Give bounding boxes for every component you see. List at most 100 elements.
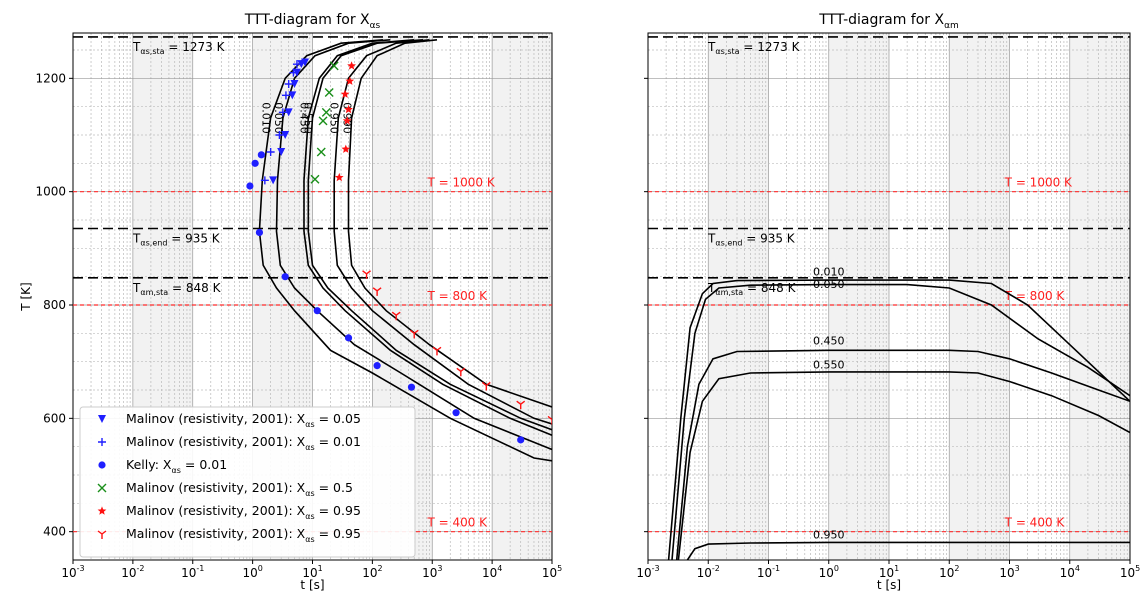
data-point: [275, 131, 284, 139]
data-point: [288, 91, 297, 100]
x-tick-label: 10-1: [181, 564, 204, 580]
legend-box: [79, 406, 416, 558]
data-point: [321, 107, 331, 117]
data-point: [255, 228, 264, 237]
x-tick-label: 102: [362, 564, 382, 580]
x-tick-label: 102: [939, 564, 959, 580]
x-axis-label: t [s]: [877, 578, 901, 592]
x-tick-base: 10: [302, 566, 317, 580]
data-point: [340, 89, 350, 98]
reference-label-sub: αs,end: [140, 239, 167, 248]
reference-label: T = 1000 K: [1004, 176, 1073, 190]
reference-label-sub: αm,sta: [140, 288, 168, 297]
x-tick-label: 105: [542, 564, 562, 580]
reference-label-sub: αs,sta: [715, 47, 739, 56]
x-tick-label: 105: [1120, 564, 1140, 580]
decade-band: [828, 33, 889, 560]
legend-name: Kelly: X: [126, 457, 172, 472]
x-tick-base: 10: [61, 566, 76, 580]
legend-name-tail: = 0.05: [315, 411, 361, 426]
data-point: [547, 415, 552, 425]
reference-label: Tαm,sta = 848 K: [132, 281, 222, 297]
series-line: [671, 283, 1130, 560]
legend-marker: [97, 483, 107, 493]
chart-title: TTT-diagram for Xαs: [244, 12, 381, 31]
y-tick-label: 1000: [35, 185, 66, 199]
legend-marker: [98, 415, 106, 423]
reference-label-main: T: [707, 232, 716, 246]
x-tick-exp: 3: [1015, 564, 1020, 573]
experimental-points: [246, 58, 552, 444]
data-point: [281, 273, 289, 281]
legend-marker: [97, 506, 107, 515]
x-tick-base: 10: [482, 566, 497, 580]
x-tick-exp: 5: [557, 564, 562, 573]
series-label: 0.950: [813, 528, 845, 541]
legend-name: Malinov (resistivity, 2001): X: [126, 480, 306, 495]
series-label: 0.450: [297, 102, 310, 134]
reference-label-main: T: [132, 281, 141, 295]
x-tick-base: 10: [999, 566, 1014, 580]
data-point: [301, 58, 310, 67]
reference-label: Tαs,sta = 1273 K: [707, 40, 801, 56]
x-tick-label: 10-3: [636, 564, 659, 580]
data-point: [292, 60, 301, 69]
reference-label-value: = 848 K: [168, 281, 221, 295]
x-tick-base: 10: [1060, 566, 1075, 580]
data-point: [281, 131, 290, 139]
x-tick-exp: 4: [1075, 564, 1080, 573]
data-point: [251, 159, 259, 167]
data-point: [324, 88, 334, 97]
data-point: [372, 287, 382, 296]
legend-name-sub: αs: [305, 443, 314, 452]
legend-name-sub: αs: [305, 535, 314, 544]
chart-title: TTT-diagram for Xαm: [818, 12, 959, 31]
reference-label: T = 800 K: [426, 289, 488, 303]
series-line: [677, 371, 1130, 560]
x-tick-label: 100: [819, 564, 839, 580]
data-point: [260, 176, 269, 185]
data-point: [277, 148, 286, 156]
x-tick-base: 10: [879, 566, 894, 580]
y-tick-label: 400: [43, 525, 66, 539]
x-tick-exp: 0: [834, 564, 839, 573]
x-tick-label: 10-3: [61, 564, 84, 580]
decade-band: [708, 33, 769, 560]
data-point: [318, 116, 328, 126]
data-point: [373, 362, 381, 370]
legend-name-tail: = 0.5: [315, 480, 353, 495]
data-point: [266, 148, 275, 156]
legend-name-sub: αs: [305, 489, 314, 498]
axes: 10-3 10-2 10-1 100 101 102 103 104 1054006008001…: [35, 71, 562, 580]
y-axis-label: T [K]: [19, 282, 33, 311]
decade-bands: [708, 33, 1130, 560]
data-point: [329, 61, 339, 71]
data-point: [284, 108, 293, 117]
data-point: [313, 307, 321, 315]
data-point: [290, 80, 299, 88]
data-point: [452, 409, 460, 417]
chart-title-sub: αs: [370, 21, 381, 31]
series-label: 0.550: [813, 358, 845, 371]
x-tick-exp: 1: [894, 564, 899, 573]
data-point: [481, 381, 491, 391]
reference-label-sub: αs,sta: [140, 47, 164, 56]
x-tick-exp: 1: [318, 564, 323, 573]
legend-name: Malinov (resistivity, 2001): X: [126, 503, 306, 518]
data-point: [278, 108, 287, 117]
data-point: [516, 400, 526, 410]
reference-label-value: = 1273 K: [740, 40, 801, 54]
x-tick-exp: 0: [258, 564, 263, 573]
data-point: [409, 329, 419, 339]
data-point: [407, 383, 416, 391]
data-point: [391, 311, 401, 321]
legend-entry: Malinov (resistivity, 2001): Xαs = 0.01: [126, 434, 361, 452]
decade-band: [1069, 33, 1130, 560]
x-tick-exp: -3: [77, 564, 85, 573]
x-tick-base: 10: [362, 566, 377, 580]
x-tick-label: 10-1: [757, 564, 780, 580]
data-point: [517, 436, 525, 444]
chart-title-main: TTT-diagram for X: [818, 12, 944, 28]
